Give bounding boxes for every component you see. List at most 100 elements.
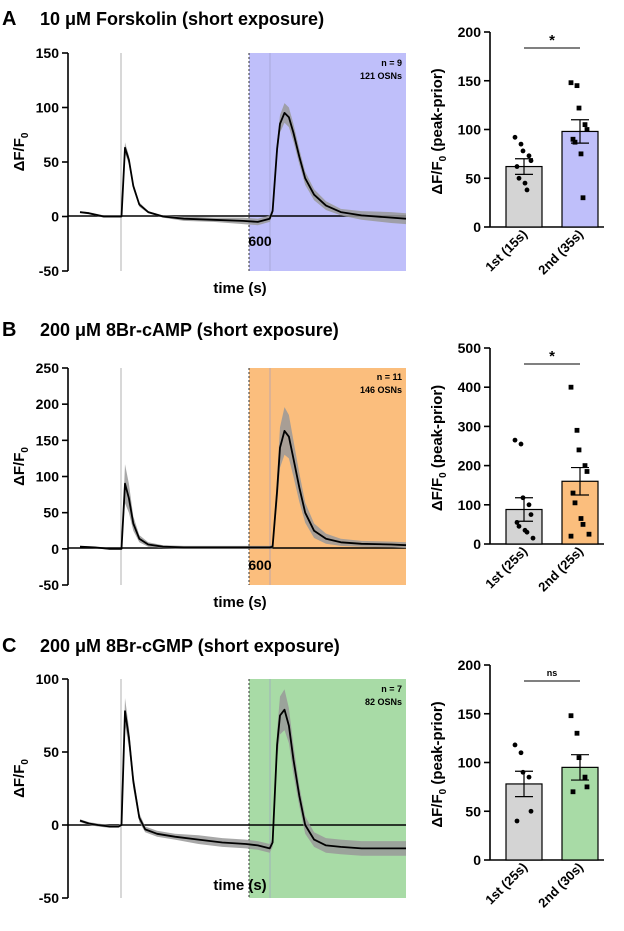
y-tick-label: 300 xyxy=(458,418,482,434)
y-tick-label: 500 xyxy=(458,340,482,356)
y-tick-label: 0 xyxy=(473,852,481,868)
y-tick-label: 150 xyxy=(36,432,60,448)
data-point xyxy=(574,730,580,736)
data-point xyxy=(576,447,582,453)
data-point xyxy=(574,427,580,433)
panel-letter: A xyxy=(2,8,16,30)
y-label-subscript: 0 xyxy=(20,447,31,453)
y-axis-label: ΔF/F0 xyxy=(11,132,31,171)
panel-letter: C xyxy=(2,635,16,657)
category-label: 2nd (35s) xyxy=(535,227,586,278)
y-tick-label: 200 xyxy=(36,396,60,412)
y-label-main: ΔF/F xyxy=(429,794,446,827)
data-point xyxy=(522,180,528,186)
mean-trace xyxy=(79,429,407,550)
data-point xyxy=(526,502,532,508)
panel-a-trace: A 10 μM Forskolin (short exposure) -50 0 50 1… xyxy=(2,8,407,297)
y-tick-label: 100 xyxy=(458,122,482,138)
y-tick-label: -50 xyxy=(39,577,59,593)
data-point xyxy=(572,139,578,145)
data-point xyxy=(578,516,584,521)
category-label: 2nd (25s) xyxy=(535,544,586,595)
y-label-main: ΔF/F xyxy=(429,478,446,511)
bar xyxy=(561,130,599,228)
y-label-main: ΔF/F xyxy=(11,138,28,171)
category-label: 2nd (30s) xyxy=(535,860,586,911)
y-tick-label: 0 xyxy=(473,536,481,552)
data-point xyxy=(578,151,584,157)
y-label-suffix: (peak-prior) xyxy=(429,385,446,473)
data-point xyxy=(528,158,534,164)
panel-c-trace: C 200 μM 8Br-cGMP (short exposure) -50 0 50 1… xyxy=(2,635,406,906)
y-tick-label: 200 xyxy=(458,458,482,474)
stimulus-region xyxy=(249,368,406,585)
y-tick-label: 0 xyxy=(473,219,481,235)
osn-annotation: 82 OSNs xyxy=(365,697,402,707)
significance-label: * xyxy=(549,348,555,365)
data-point xyxy=(572,500,578,506)
data-point xyxy=(570,789,576,795)
data-point xyxy=(580,195,586,201)
data-point xyxy=(512,437,518,443)
data-point xyxy=(512,134,518,140)
data-point xyxy=(576,105,582,111)
y-tick-label: 0 xyxy=(51,817,59,833)
data-point xyxy=(582,463,588,468)
data-point xyxy=(582,774,588,780)
x-tick-label: 600 xyxy=(248,557,272,573)
y-label-suffix: (peak-prior) xyxy=(429,701,446,789)
y-tick-label: 50 xyxy=(43,744,59,760)
y-tick-label: 0 xyxy=(51,209,59,225)
panel-letter: B xyxy=(2,319,16,341)
data-point xyxy=(512,742,518,748)
x-axis-label: time (s) xyxy=(213,877,266,894)
data-point xyxy=(518,750,524,756)
y-tick-label: 100 xyxy=(458,755,482,771)
y-axis-label: ΔF/F0 (peak-prior) xyxy=(429,385,449,511)
panel-title: 200 μM 8Br-cGMP (short exposure) xyxy=(40,636,340,656)
y-tick-label: -50 xyxy=(39,890,59,906)
bar xyxy=(505,165,543,228)
data-point xyxy=(528,512,534,517)
data-point xyxy=(568,384,574,390)
y-axis-label: ΔF/F0 xyxy=(11,447,31,486)
y-tick-label: 50 xyxy=(43,505,59,521)
data-point xyxy=(526,153,532,159)
y-axis-label: ΔF/F0 (peak-prior) xyxy=(429,701,449,827)
category-label: 1st (15s) xyxy=(482,227,530,275)
mean-trace xyxy=(79,112,407,223)
stimulus-region xyxy=(249,679,406,898)
y-tick-label: 100 xyxy=(458,497,482,513)
mean-trace xyxy=(79,708,406,850)
y-axis-label: ΔF/F0 (peak-prior) xyxy=(429,68,449,194)
osn-annotation: 121 OSNs xyxy=(360,71,402,81)
y-axis-label: ΔF/F0 xyxy=(11,759,31,798)
data-point xyxy=(516,175,522,181)
y-label-subscript: 0 xyxy=(438,788,449,794)
y-label-main: ΔF/F xyxy=(11,453,28,486)
data-point xyxy=(530,535,536,541)
data-point xyxy=(574,83,580,89)
data-point xyxy=(518,441,524,447)
x-axis-label: time (s) xyxy=(213,594,266,611)
osn-annotation: 146 OSNs xyxy=(360,385,402,395)
data-point xyxy=(518,141,524,147)
data-point xyxy=(568,80,574,86)
y-tick-label: 50 xyxy=(465,803,481,819)
data-point xyxy=(516,523,522,529)
y-tick-label: 100 xyxy=(36,100,60,116)
y-tick-label: -50 xyxy=(39,263,59,279)
y-tick-label: 250 xyxy=(36,360,60,376)
data-point xyxy=(570,136,576,142)
y-label-main: ΔF/F xyxy=(11,765,28,798)
y-tick-label: 400 xyxy=(458,379,482,395)
n-annotation: n = 9 xyxy=(381,58,402,68)
y-label-subscript: 0 xyxy=(438,472,449,478)
y-tick-label: 200 xyxy=(458,657,482,673)
y-label-suffix: (peak-prior) xyxy=(429,68,446,156)
data-point xyxy=(514,520,520,525)
y-tick-label: 100 xyxy=(36,671,60,687)
